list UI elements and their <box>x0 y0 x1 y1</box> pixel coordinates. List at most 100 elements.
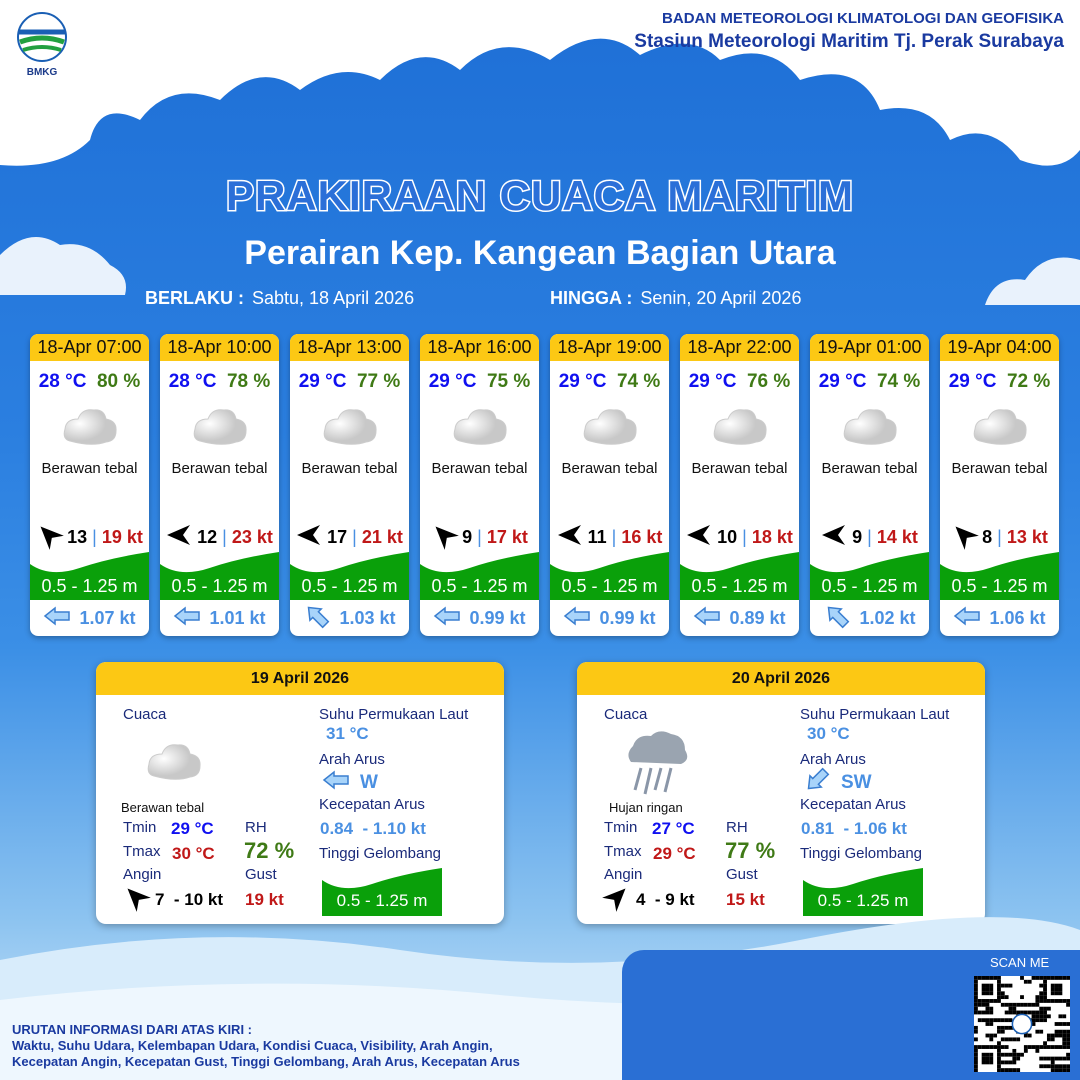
air-temp: 29 °C <box>428 371 477 392</box>
sst-label: Suhu Permukaan Laut <box>800 706 950 723</box>
humidity: 76 % <box>746 371 791 392</box>
cloud-icon <box>842 405 898 452</box>
gust-speed: 18 kt <box>751 527 793 547</box>
wave-height: 0.5 - 1.25 m <box>951 576 1048 596</box>
valid-to-date: Senin, 20 April 2026 <box>640 288 802 308</box>
station-name: Stasiun Meteorologi Maritim Tj. Perak Su… <box>634 31 1064 52</box>
weather-label: Cuaca <box>123 706 167 723</box>
forecast-time: 18-Apr 19:00 <box>550 334 669 361</box>
current-speed: 0.99 kt <box>599 608 656 628</box>
valid-to-label: HINGGA : <box>550 288 633 308</box>
valid-from-date: Sabtu, 18 April 2026 <box>252 288 415 308</box>
rh-value: 77 % <box>725 838 776 863</box>
air-temp: 29 °C <box>688 371 737 392</box>
cloud-icon <box>322 405 378 452</box>
wave-panel: 0.5 - 1.25 m <box>290 550 409 600</box>
current-direction-arrow-up-left-icon <box>303 606 331 631</box>
gust-speed: 21 kt <box>361 527 403 547</box>
wind-direction-arrow-up-left-icon <box>431 524 459 551</box>
current-speed: 1.01 kt <box>209 608 266 628</box>
wind-direction-arrow-left-icon <box>557 524 583 551</box>
wind-direction-arrow-up-right-icon <box>602 886 630 913</box>
tmin-value: 27 °C <box>652 819 695 838</box>
wind-label: Angin <box>604 866 643 883</box>
tmax-label: Tmax <box>123 843 161 860</box>
wave-height: 0.5 - 1.25 m <box>561 576 658 596</box>
gust-value: 19 kt <box>245 890 284 909</box>
wind-direction-arrow-left-icon <box>296 524 322 551</box>
tmin-label: Tmin <box>123 819 157 836</box>
wind-speed: 7 - 10 kt <box>155 889 224 909</box>
current-direction-arrow-left-icon <box>43 606 71 631</box>
forecast-card: 18-Apr 13:00 29 °C 77 % Berawan tebal 17… <box>290 334 409 636</box>
wave-height: 0.5 - 1.25 m <box>691 576 788 596</box>
current-direction-label: Arah Arus <box>319 751 385 768</box>
wind-speed: 9 <box>852 527 863 547</box>
daily-summary-card: 20 April 2026 Cuaca Hujan ringan Tmin 27… <box>577 662 985 924</box>
weather-condition: Berawan tebal <box>821 460 918 477</box>
wind-speed: 10 <box>717 527 738 547</box>
humidity: 75 % <box>486 371 531 392</box>
wave-panel: 0.5 - 1.25 m <box>803 866 923 916</box>
wind-direction-arrow-left-icon <box>686 524 712 551</box>
divider: | <box>92 527 97 547</box>
current-direction-arrow-up-left-icon <box>823 606 851 631</box>
wave-panel: 0.5 - 1.25 m <box>940 550 1059 600</box>
forecast-time: 19-Apr 04:00 <box>940 334 1059 361</box>
wave-height: 0.5 - 1.25 m <box>41 576 138 596</box>
wave-panel: 0.5 - 1.25 m <box>550 550 669 600</box>
tmin-label: Tmin <box>604 819 638 836</box>
divider: | <box>997 527 1002 547</box>
wind-speed: 4 - 9 kt <box>636 889 695 909</box>
qr-code[interactable] <box>974 976 1070 1072</box>
tmax-value: 30 °C <box>172 844 215 863</box>
weather-condition: Berawan tebal <box>561 460 658 477</box>
current-direction-arrow-left-icon <box>693 606 721 631</box>
humidity: 77 % <box>356 371 401 392</box>
current-speed: 0.99 kt <box>469 608 526 628</box>
sst-value: 31 °C <box>326 724 369 743</box>
legend-line-2: Kecepatan Angin, Kecepatan Gust, Tinggi … <box>12 1054 520 1069</box>
forecast-card: 19-Apr 04:00 29 °C 72 % Berawan tebal 8 |… <box>940 334 1059 636</box>
current-speed: 0.81 - 1.06 kt <box>801 819 907 839</box>
sst-value: 30 °C <box>807 724 850 743</box>
daily-wind: 7 - 10 kt <box>123 886 223 913</box>
weather-condition: Berawan tebal <box>951 460 1048 477</box>
wave-panel: 0.5 - 1.25 m <box>420 550 539 600</box>
wave-panel: 0.5 - 1.25 m <box>810 550 929 600</box>
cloud-icon <box>712 405 768 452</box>
forecast-card: 19-Apr 01:00 29 °C 74 % Berawan tebal 9 |… <box>810 334 929 636</box>
scan-me-label: SCAN ME <box>990 955 1050 970</box>
humidity: 80 % <box>96 371 141 392</box>
forecast-card: 18-Apr 16:00 29 °C 75 % Berawan tebal 9 |… <box>420 334 539 636</box>
divider: | <box>611 527 617 547</box>
agency-name: BADAN METEOROLOGI KLIMATOLOGI DAN GEOFIS… <box>662 10 1064 27</box>
current-direction-arrow-left-icon <box>322 770 350 796</box>
wind-direction-arrow-left-icon <box>166 524 192 551</box>
divider: | <box>867 527 872 547</box>
forecast-card: 18-Apr 10:00 28 °C 78 % Berawan tebal 12… <box>160 334 279 636</box>
wind-speed: 17 <box>327 527 348 547</box>
forecast-card: 18-Apr 07:00 28 °C 80 % Berawan tebal 13… <box>30 334 149 636</box>
forecast-card: 18-Apr 19:00 29 °C 74 % Berawan tebal 11… <box>550 334 669 636</box>
logo-text: BMKG <box>26 67 58 78</box>
air-temp: 29 °C <box>948 371 997 392</box>
top-cloud-banner <box>0 0 1080 166</box>
wave-height: 0.5 - 1.25 m <box>301 576 398 596</box>
cloud-icon <box>452 405 508 452</box>
current-direction-value: W <box>360 772 378 793</box>
current-speed-min: 0.81 <box>801 819 835 838</box>
wind-direction-arrow-left-icon <box>821 524 847 551</box>
humidity: 74 % <box>876 371 921 392</box>
daily-summary-card: 19 April 2026 Cuaca Berawan tebal Tmin 2… <box>96 662 504 924</box>
forecast-time: 18-Apr 16:00 <box>420 334 539 361</box>
forecast-time: 19-Apr 01:00 <box>810 334 929 361</box>
wind-speed: 13 <box>67 527 88 547</box>
current-speed: 0.89 kt <box>729 608 786 628</box>
rh-value: 72 % <box>244 838 295 863</box>
air-temp: 29 °C <box>298 371 347 392</box>
forecast-time: 18-Apr 07:00 <box>30 334 149 361</box>
wind-speed: 11 <box>587 527 607 547</box>
tmax-label: Tmax <box>604 843 642 860</box>
current-speed-max: - 1.06 kt <box>843 819 907 838</box>
